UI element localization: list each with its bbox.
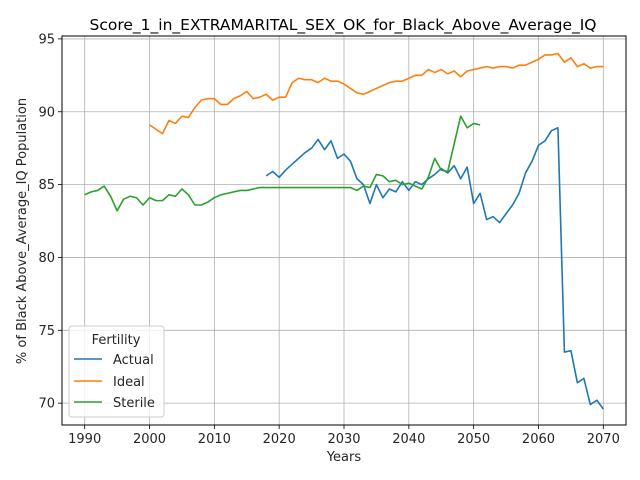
series-line-sterile [84, 115, 481, 212]
grid [62, 36, 626, 425]
legend-title: Fertility [92, 333, 141, 348]
series-line-actual [265, 126, 604, 410]
y-tick-label: 70 [38, 397, 55, 412]
x-tick-label: 2070 [587, 432, 620, 447]
y-tick-label: 85 [38, 178, 55, 193]
x-tick-label: 2050 [457, 432, 490, 447]
x-tick-label: 2020 [263, 432, 296, 447]
chart-title: Score_1_in_EXTRAMARITAL_SEX_OK_for_Black… [90, 16, 597, 35]
y-tick-label: 75 [38, 324, 55, 339]
x-tick-label: 1990 [68, 432, 101, 447]
legend-box [68, 325, 165, 418]
y-tick-label: 80 [38, 251, 55, 266]
x-tick-label: 2060 [522, 432, 555, 447]
series-lines [84, 52, 604, 410]
x-tick-label: 2000 [133, 432, 166, 447]
y-axis-label: % of Black Above_Average_IQ Population [15, 98, 30, 364]
legend: Fertility Actual Ideal Sterile [68, 325, 165, 418]
x-tick-label: 2030 [327, 432, 360, 447]
legend-label-sterile: Sterile [113, 396, 155, 411]
y-tick-label: 95 [38, 32, 55, 47]
legend-label-actual: Actual [113, 353, 154, 368]
y-tick-label: 90 [38, 105, 55, 120]
x-tick-label: 2040 [392, 432, 425, 447]
x-tick-label: 2010 [198, 432, 231, 447]
axis-ticks: 1990 2000 2010 2020 2030 2040 2050 2060 2070 70 75… [38, 32, 619, 447]
legend-label-ideal: Ideal [113, 375, 145, 390]
series-line-ideal [149, 52, 604, 135]
x-axis-label: Years [326, 450, 362, 465]
